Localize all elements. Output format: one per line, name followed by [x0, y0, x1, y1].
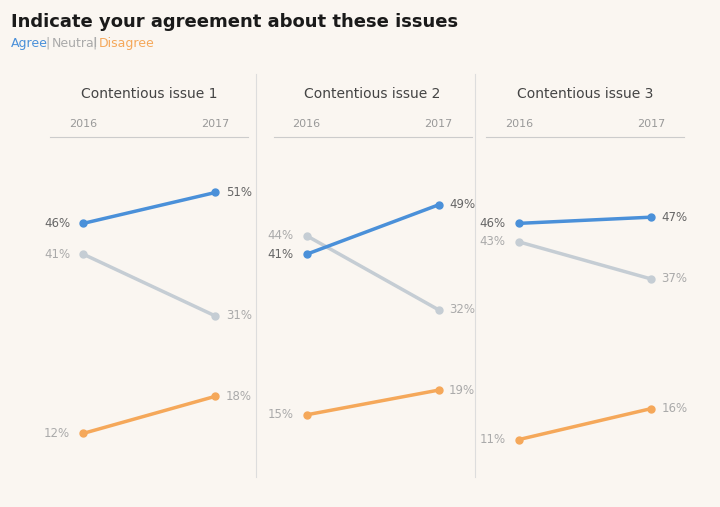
Text: 16%: 16%	[662, 402, 688, 415]
Text: 11%: 11%	[480, 433, 505, 446]
Text: 51%: 51%	[226, 186, 252, 199]
Text: |: |	[45, 37, 50, 50]
Text: Agree: Agree	[11, 37, 48, 50]
Text: 18%: 18%	[226, 390, 252, 403]
Text: Neutral: Neutral	[52, 37, 98, 50]
Text: 2016: 2016	[505, 119, 533, 129]
Text: 2017: 2017	[202, 119, 230, 129]
Text: 43%: 43%	[480, 235, 505, 248]
Text: 37%: 37%	[662, 272, 688, 285]
Text: Contentious issue 3: Contentious issue 3	[517, 87, 653, 101]
Text: 49%: 49%	[449, 198, 475, 211]
Text: 41%: 41%	[267, 248, 294, 261]
Text: 2016: 2016	[292, 119, 320, 129]
Text: 2017: 2017	[425, 119, 453, 129]
Text: 12%: 12%	[44, 427, 71, 440]
Text: Disagree: Disagree	[99, 37, 154, 50]
Text: 15%: 15%	[267, 408, 294, 421]
Text: 2016: 2016	[69, 119, 97, 129]
Text: 19%: 19%	[449, 384, 475, 396]
Text: 47%: 47%	[662, 211, 688, 224]
Text: 46%: 46%	[480, 217, 505, 230]
Text: 31%: 31%	[226, 309, 252, 322]
Text: Contentious issue 1: Contentious issue 1	[81, 87, 217, 101]
Text: Contentious issue 2: Contentious issue 2	[305, 87, 441, 101]
Text: 2017: 2017	[637, 119, 665, 129]
Text: 44%: 44%	[267, 229, 294, 242]
Text: 41%: 41%	[44, 248, 71, 261]
Text: |: |	[92, 37, 96, 50]
Text: Indicate your agreement about these issues: Indicate your agreement about these issu…	[11, 13, 458, 31]
Text: 46%: 46%	[44, 217, 71, 230]
Text: 32%: 32%	[449, 303, 475, 316]
